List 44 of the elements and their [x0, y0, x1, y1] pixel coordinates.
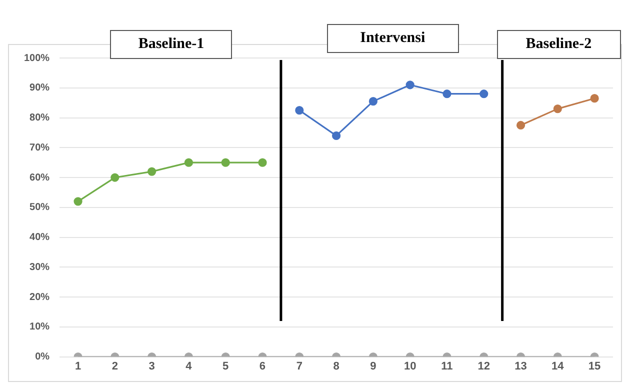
x-tick-label: 7: [296, 360, 302, 372]
x-tick-label: 12: [478, 360, 490, 372]
y-tick-label: 90%: [30, 82, 50, 94]
point: [406, 80, 414, 90]
y-tick-label: 50%: [30, 202, 50, 214]
y-tick-label: 70%: [30, 142, 50, 154]
x-tick-label: 9: [370, 360, 376, 372]
point: [258, 158, 267, 167]
point: [74, 197, 82, 206]
x-tick-label: 13: [514, 360, 527, 372]
y-tick-label: 60%: [30, 172, 50, 184]
point: [295, 106, 304, 115]
point: [332, 131, 341, 140]
x-tick-label: 15: [588, 360, 601, 372]
point: [590, 94, 599, 103]
x-tick-label: 14: [552, 360, 565, 372]
x-tick-label: 5: [222, 360, 229, 372]
point: [110, 173, 120, 182]
point: [553, 104, 562, 114]
point: [480, 90, 488, 98]
text: Baseline-1: [110, 30, 232, 59]
y-tick-label: 0%: [35, 352, 50, 363]
x-tick-label: 2: [112, 360, 118, 372]
x-tick-label: 6: [259, 360, 266, 372]
point: [148, 167, 156, 176]
point: [221, 158, 230, 167]
point: [368, 97, 378, 106]
text: Intervensi: [326, 24, 459, 53]
y-tick-label: 40%: [30, 232, 50, 244]
text: Baseline-2: [496, 30, 621, 59]
y-tick-label: 30%: [30, 262, 50, 273]
y-tick-label: 80%: [30, 112, 50, 124]
x-tick-label: 11: [441, 360, 453, 372]
x-tick-label: 3: [148, 360, 155, 372]
y-tick-label: 100%: [24, 52, 50, 64]
x-tick-label: 1: [74, 360, 82, 372]
x-tick-label: 8: [333, 360, 340, 372]
point: [184, 158, 194, 167]
x-tick-label: 10: [404, 360, 416, 372]
point: [516, 120, 526, 130]
point: [442, 90, 452, 98]
x-tick-label: 4: [186, 360, 193, 372]
y-tick-label: 20%: [30, 292, 50, 303]
y-tick-label: 10%: [30, 322, 50, 333]
